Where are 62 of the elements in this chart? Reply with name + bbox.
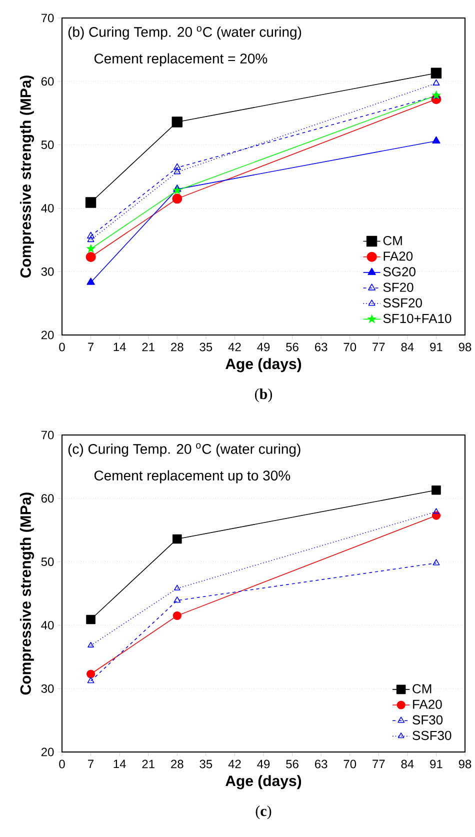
x-tick-label: 98: [458, 342, 472, 352]
x-tick-label: 91: [430, 760, 442, 768]
x-tick-label: 35: [200, 760, 212, 768]
text: (c) Curing Temp. 20 $^{o}$C (water curing): [68, 443, 300, 457]
x-tick-label: 84: [401, 760, 414, 768]
x-tick-label: 0: [59, 342, 65, 352]
x-tick-label: 0: [59, 760, 65, 768]
legend-label: CM: [383, 236, 402, 246]
x-tick-label: 42: [228, 760, 241, 768]
legend-label: FA20: [384, 252, 413, 261]
legend-label: FA20: [413, 700, 442, 709]
text: Cement replacement = 20%: [94, 53, 268, 66]
y-tick-label: 40: [41, 204, 54, 212]
x-tick-label: 84: [401, 342, 414, 352]
y-tick-label: 20: [41, 748, 54, 756]
y-tick-label: 50: [41, 140, 54, 150]
x-tick-label: 21: [142, 342, 154, 352]
x-tick-label: 49: [257, 760, 270, 768]
x-tick-label: 35: [200, 342, 212, 352]
x-tick-label: 7: [88, 342, 94, 352]
legend-label: SF30: [412, 715, 443, 724]
y-tick-label: 30: [41, 684, 54, 693]
x-tick-label: 49: [257, 342, 270, 352]
x-tick-label: 91: [430, 342, 442, 352]
y-tick-label: 70: [41, 14, 54, 22]
x-tick-label: 21: [142, 760, 154, 768]
x-tick-label: 77: [372, 760, 385, 768]
x-tick-label: 14: [114, 760, 126, 768]
legend-label: SF20: [383, 282, 414, 292]
x-tick-label: 70: [344, 342, 356, 352]
y-tick-label: 60: [41, 77, 54, 86]
x-tick-label: 77: [372, 342, 385, 352]
y-tick-label: 60: [41, 494, 54, 503]
x-tick-label: 63: [315, 760, 328, 768]
y-tick-label: 20: [41, 330, 54, 340]
x-axis-title: Age (days): [226, 358, 302, 372]
y-tick-label: 70: [41, 430, 54, 440]
y-tick-label: 30: [41, 267, 54, 276]
x-tick-label: 56: [286, 342, 298, 352]
x-tick-label: 42: [228, 342, 241, 352]
x-tick-label: 7: [88, 760, 94, 768]
text: (c): [256, 806, 272, 820]
y-tick-label: 50: [41, 558, 54, 566]
text: (b) Curing Temp. 20 $^{o}$C (water curing): [68, 26, 302, 40]
x-axis-title: Age (days): [226, 775, 302, 790]
legend-label: SG20: [383, 267, 416, 276]
legend-label: CM: [412, 684, 432, 694]
text: (b): [254, 388, 272, 402]
x-tick-label: 56: [286, 760, 298, 768]
x-tick-label: 28: [171, 342, 184, 352]
legend-label: SSF30: [412, 730, 452, 740]
x-tick-label: 70: [344, 760, 356, 768]
x-tick-label: 14: [114, 342, 126, 352]
legend-label: SF10+FA10: [383, 314, 452, 324]
y-axis-title: Compressive strength (MPa): [20, 492, 34, 695]
x-tick-label: 63: [315, 342, 328, 352]
x-tick-label: 28: [171, 760, 184, 768]
text: Cement replacement up to 30%: [94, 470, 290, 484]
y-axis-title: Compressive strength (MPa): [20, 76, 34, 278]
y-tick-label: 40: [41, 620, 54, 630]
x-tick-label: 98: [458, 760, 472, 768]
legend-label: SSF20: [383, 298, 422, 308]
